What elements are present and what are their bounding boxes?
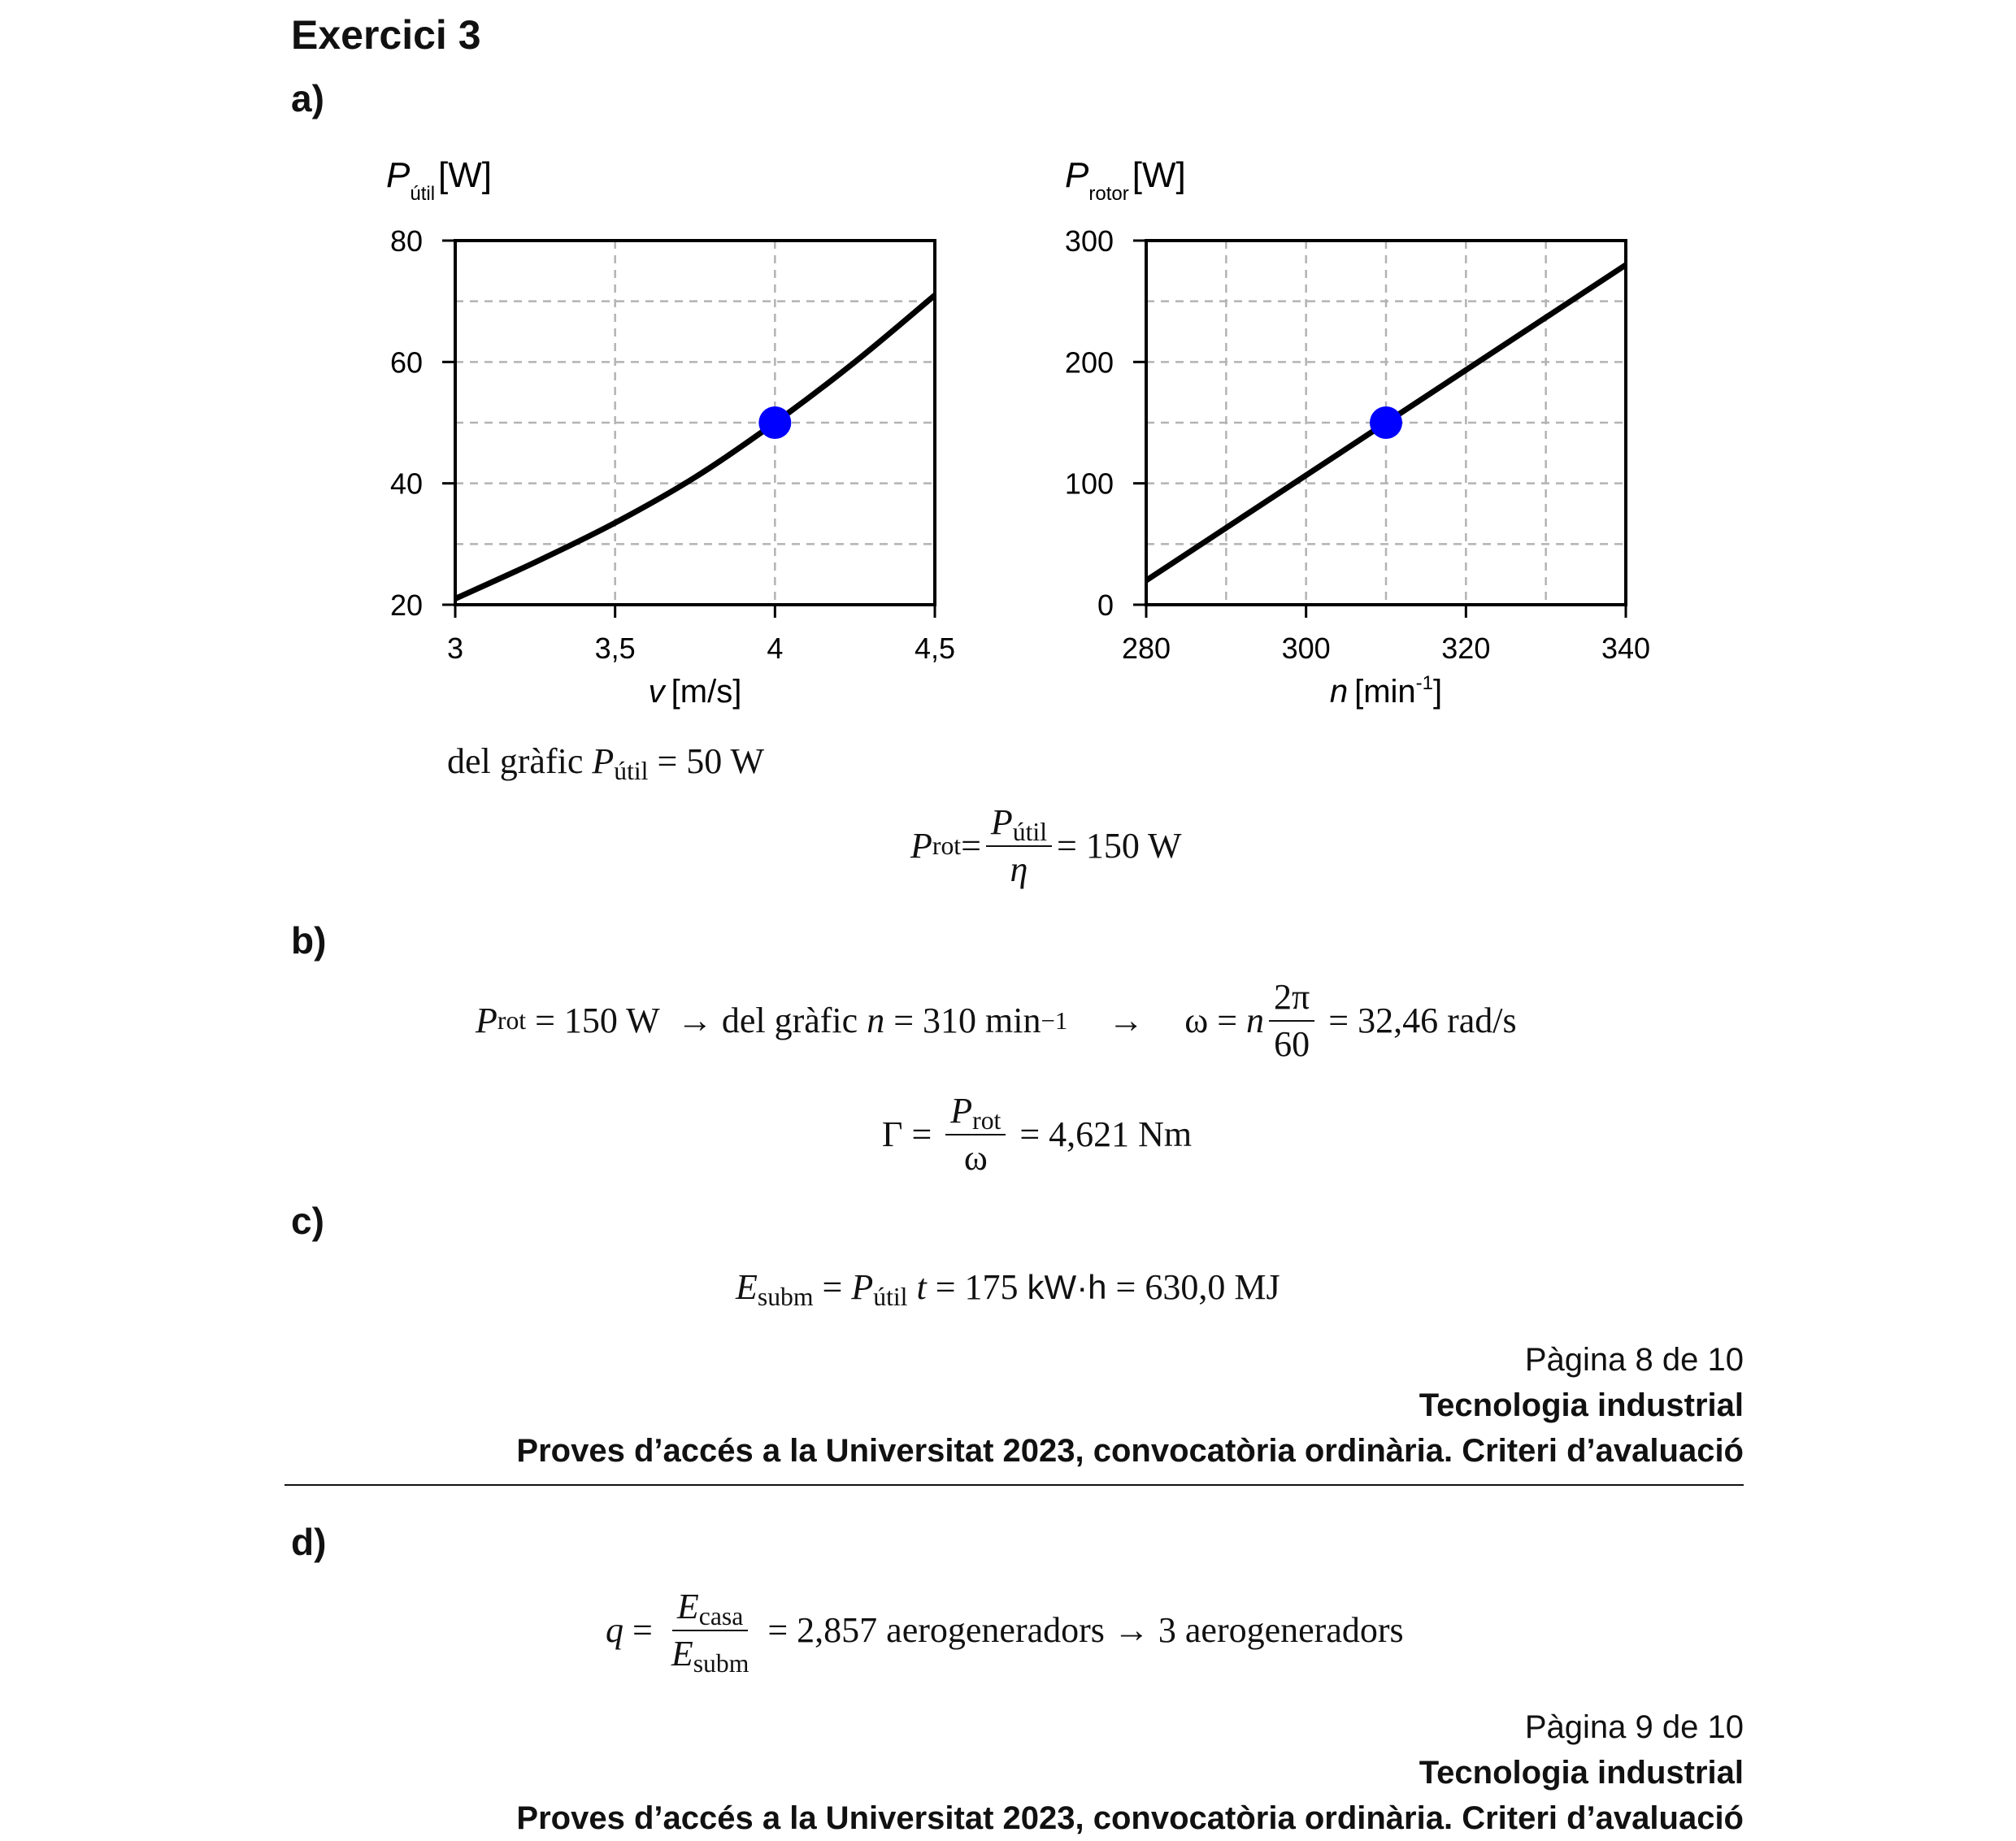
exam-name: Proves d’accés a la Universitat 2023, co…: [516, 1433, 1744, 1469]
chart-2-ylabel: Protor[W]: [1065, 155, 1186, 205]
chart-1-plot-frame: [454, 239, 936, 606]
part-d-label: d): [291, 1521, 327, 1563]
y-tick-label: 40: [390, 467, 423, 501]
page-footer-8: Pàgina 8 de 10 Tecnologia industrial Pro…: [0, 1337, 1744, 1474]
y-tick-label: 80: [390, 224, 423, 258]
equation-d: q = Ecasa Esubm = 2,857 aerogeneradors →…: [606, 1587, 1404, 1678]
chart-protor-vs-speed: 280 300 320 340 0 100 200 300 Protor[W] n [min-1…: [1065, 155, 1650, 710]
part-a-label: a): [291, 77, 324, 119]
y-tick-label: 300: [1065, 224, 1114, 258]
subject-name: Tecnologia industrial: [1419, 1755, 1744, 1791]
series-line: [454, 293, 937, 601]
equation-a1: del gràfic Pútil = 50 W: [447, 741, 765, 785]
part-c-label: c): [291, 1200, 324, 1242]
exercise-title: Exercici 3: [291, 12, 481, 58]
page-number: Pàgina 9 de 10: [1524, 1709, 1744, 1745]
fraction-ecasa-over-esubm: Ecasa Esubm: [671, 1587, 749, 1678]
chart-1-curve-group: [454, 293, 937, 601]
y-tick-label: 20: [390, 588, 423, 622]
x-tick-label: 320: [1441, 632, 1490, 665]
x-tick-label: 4: [767, 632, 783, 665]
x-tick-label: 3: [447, 632, 463, 665]
chart-1-ylabel: Pútil[W]: [386, 155, 492, 205]
x-tick-label: 340: [1601, 632, 1650, 665]
chart-puseful-vs-wind-speed: 3 3,5 4 4,5 20 40 60 80 Pútil[W] v [m/s]: [386, 155, 955, 710]
x-tick-label: 4,5: [915, 632, 955, 665]
y-tick-label: 200: [1065, 345, 1114, 379]
fraction-p-util-over-eta: Pútil η: [985, 805, 1053, 888]
chart-2-xlabel: n [min-1]: [1330, 672, 1442, 710]
equation-b2: Γ = Prot ω = 4,621 Nm: [882, 1091, 1193, 1178]
x-tick-label: 300: [1282, 632, 1331, 665]
page-footer-9: Pàgina 9 de 10 Tecnologia industrial Pro…: [0, 1704, 1744, 1841]
chart-2-plot-frame: [1145, 239, 1627, 606]
y-tick-label: 60: [390, 345, 423, 379]
part-b-label: b): [291, 919, 327, 962]
x-tick-label: 3,5: [595, 632, 636, 665]
y-tick-label: 100: [1065, 467, 1114, 501]
y-tick-label: 0: [1097, 588, 1114, 622]
subject-name: Tecnologia industrial: [1419, 1387, 1744, 1423]
fraction-prot-over-omega: Prot ω: [945, 1093, 1006, 1176]
chart-1-grid: [455, 241, 935, 605]
fraction-2pi-over-60: 2π 60: [1269, 979, 1315, 1062]
page-divider: [285, 1484, 1744, 1486]
page-number: Pàgina 8 de 10: [1524, 1342, 1744, 1378]
chart-1-xlabel: v [m/s]: [649, 674, 742, 710]
exam-name: Proves d’accés a la Universitat 2023, co…: [516, 1800, 1744, 1836]
equation-c: Esubm = Pútil t = 175 kW·h = 630,0 MJ: [736, 1267, 1280, 1311]
highlight-point: [758, 406, 792, 439]
highlight-point: [1370, 406, 1402, 439]
x-tick-label: 280: [1122, 632, 1171, 665]
